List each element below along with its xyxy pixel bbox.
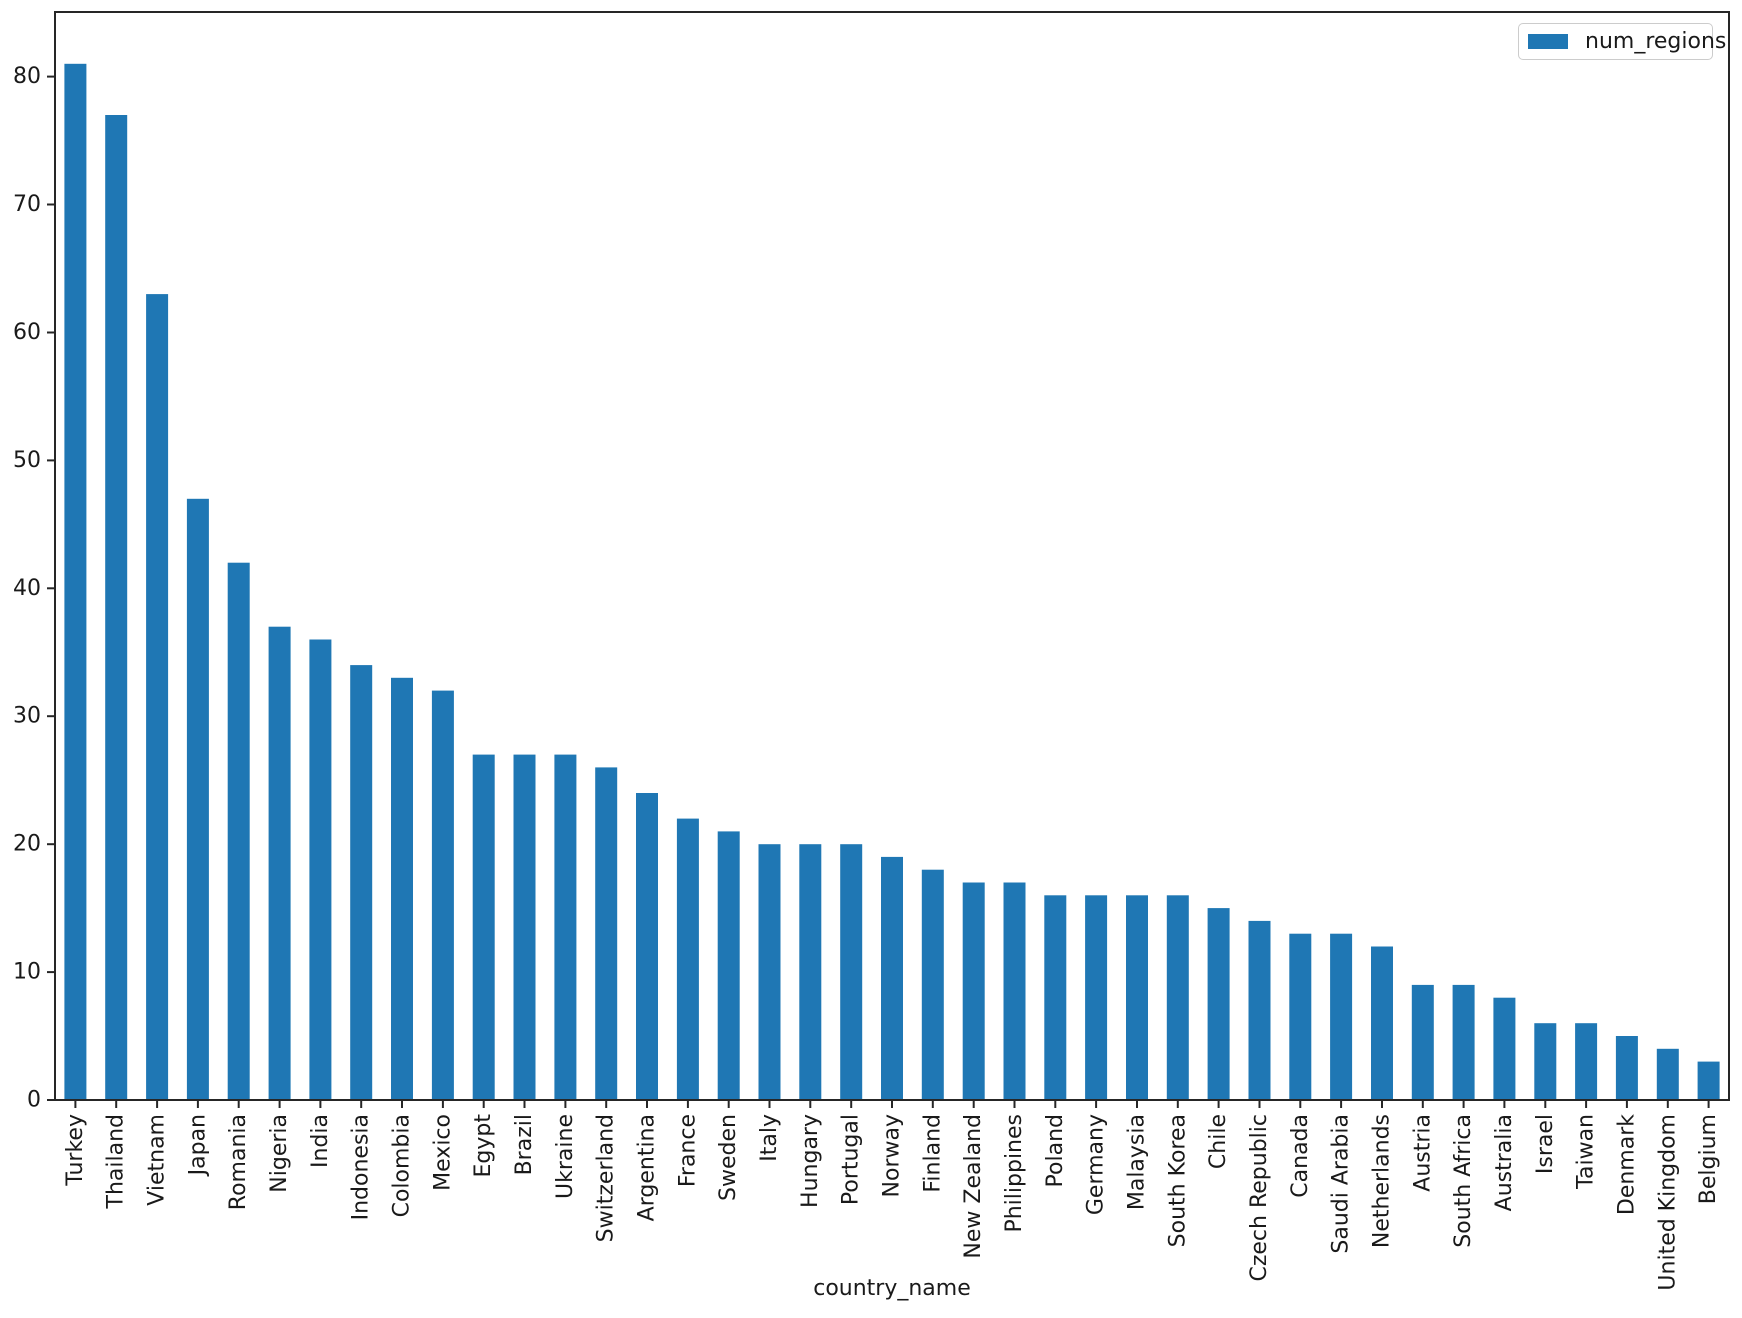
x-axis-title: country_name bbox=[813, 1276, 971, 1301]
bar-poland bbox=[1044, 895, 1067, 1100]
bar-india bbox=[309, 639, 332, 1100]
x-tick-label-austria: Austria bbox=[1410, 1114, 1435, 1192]
bar-saudi-arabia bbox=[1330, 933, 1353, 1100]
bar-israel bbox=[1534, 1023, 1557, 1100]
bar-canada bbox=[1289, 933, 1312, 1100]
y-tick-label: 70 bbox=[13, 192, 41, 217]
bar-south-korea bbox=[1166, 895, 1189, 1100]
x-tick-label-south-africa: South Africa bbox=[1451, 1114, 1476, 1248]
bar-brazil bbox=[513, 754, 536, 1100]
x-tick-label-malaysia: Malaysia bbox=[1125, 1114, 1150, 1210]
bar-new-zealand bbox=[962, 882, 985, 1100]
bar-austria bbox=[1411, 984, 1434, 1100]
bar-chile bbox=[1207, 908, 1230, 1100]
x-tick-label-thailand: Thailand bbox=[104, 1114, 129, 1209]
bar-sweden bbox=[717, 831, 740, 1100]
x-tick-label-canada: Canada bbox=[1288, 1114, 1313, 1198]
x-tick-label-chile: Chile bbox=[1206, 1114, 1231, 1169]
x-tick-label-india: India bbox=[308, 1114, 333, 1168]
x-tick-label-denmark: Denmark bbox=[1614, 1114, 1639, 1215]
x-tick-label-united-kingdom: United Kingdom bbox=[1655, 1114, 1680, 1291]
bar-belgium bbox=[1697, 1061, 1720, 1100]
y-tick-label: 80 bbox=[13, 64, 41, 89]
x-tick-label-finland: Finland bbox=[920, 1114, 945, 1193]
x-tick-label-czech-republic: Czech Republic bbox=[1247, 1114, 1272, 1282]
x-tick-label-norway: Norway bbox=[880, 1114, 905, 1197]
x-tick-label-australia: Australia bbox=[1492, 1114, 1517, 1211]
y-tick-label: 60 bbox=[13, 320, 41, 345]
x-tick-label-colombia: Colombia bbox=[390, 1114, 415, 1217]
y-tick-label: 50 bbox=[13, 448, 41, 473]
x-tick-label-ukraine: Ukraine bbox=[553, 1114, 578, 1199]
x-tick-label-new-zealand: New Zealand bbox=[961, 1114, 986, 1259]
bar-portugal bbox=[840, 844, 863, 1100]
bar-egypt bbox=[472, 754, 495, 1100]
x-tick-label-romania: Romania bbox=[226, 1114, 251, 1210]
bar-colombia bbox=[391, 677, 413, 1100]
x-tick-label-hungary: Hungary bbox=[798, 1114, 823, 1208]
bar-south-africa bbox=[1452, 984, 1475, 1100]
legend: num_regions bbox=[1518, 23, 1726, 60]
x-tick-label-netherlands: Netherlands bbox=[1370, 1114, 1395, 1248]
bar-japan bbox=[186, 498, 209, 1100]
bar-norway bbox=[881, 856, 903, 1100]
bar-nigeria bbox=[268, 626, 291, 1100]
y-tick-label: 30 bbox=[13, 704, 41, 729]
bar-indonesia bbox=[350, 665, 373, 1100]
y-tick-label: 40 bbox=[13, 576, 41, 601]
bar-thailand bbox=[105, 115, 128, 1100]
bar-france bbox=[676, 818, 699, 1100]
x-tick-label-nigeria: Nigeria bbox=[267, 1114, 292, 1193]
x-tick-label-saudi-arabia: Saudi Arabia bbox=[1329, 1114, 1354, 1254]
x-tick-label-belgium: Belgium bbox=[1696, 1114, 1721, 1204]
bar-germany bbox=[1085, 895, 1108, 1100]
x-tick-label-taiwan: Taiwan bbox=[1574, 1114, 1599, 1190]
bar-netherlands bbox=[1371, 946, 1393, 1100]
x-tick-label-switzerland: Switzerland bbox=[594, 1114, 619, 1242]
y-tick-label: 0 bbox=[27, 1088, 41, 1113]
x-tick-label-mexico: Mexico bbox=[430, 1114, 455, 1191]
bar-italy bbox=[758, 844, 781, 1100]
bar-argentina bbox=[636, 793, 658, 1100]
bar-turkey bbox=[64, 63, 87, 1100]
legend-label: num_regions bbox=[1585, 29, 1727, 54]
x-tick-label-brazil: Brazil bbox=[512, 1114, 537, 1175]
bar-philippines bbox=[1003, 882, 1026, 1100]
x-tick-label-argentina: Argentina bbox=[635, 1114, 660, 1221]
x-tick-label-italy: Italy bbox=[757, 1114, 782, 1162]
bar-hungary bbox=[799, 844, 822, 1100]
x-tick-label-japan: Japan bbox=[185, 1114, 210, 1177]
bar-united-kingdom bbox=[1656, 1048, 1679, 1100]
bar-mexico bbox=[431, 690, 454, 1100]
x-tick-label-indonesia: Indonesia bbox=[349, 1114, 374, 1220]
bar-vietnam bbox=[146, 294, 169, 1101]
bar-switzerland bbox=[595, 767, 618, 1100]
legend-swatch-num-regions bbox=[1528, 34, 1568, 49]
x-tick-label-vietnam: Vietnam bbox=[145, 1114, 170, 1206]
bar-denmark bbox=[1615, 1036, 1638, 1100]
bar-czech-republic bbox=[1248, 920, 1271, 1100]
x-tick-label-poland: Poland bbox=[1043, 1114, 1068, 1187]
bar-taiwan bbox=[1575, 1023, 1598, 1100]
x-tick-label-sweden: Sweden bbox=[716, 1114, 741, 1201]
x-tick-label-portugal: Portugal bbox=[839, 1114, 864, 1205]
x-tick-label-israel: Israel bbox=[1533, 1114, 1558, 1174]
y-tick-label: 10 bbox=[13, 960, 41, 985]
bar-australia bbox=[1493, 997, 1516, 1100]
bar-malaysia bbox=[1126, 895, 1148, 1100]
bar-ukraine bbox=[554, 754, 577, 1100]
bar-romania bbox=[227, 562, 250, 1100]
x-tick-label-turkey: Turkey bbox=[63, 1114, 88, 1187]
x-tick-label-germany: Germany bbox=[1084, 1114, 1109, 1215]
x-tick-label-philippines: Philippines bbox=[1002, 1114, 1027, 1233]
x-tick-label-france: France bbox=[675, 1114, 700, 1187]
bar-finland bbox=[921, 869, 944, 1100]
y-tick-label: 20 bbox=[13, 832, 41, 857]
x-tick-label-south-korea: South Korea bbox=[1165, 1114, 1190, 1247]
x-tick-label-egypt: Egypt bbox=[471, 1114, 496, 1178]
